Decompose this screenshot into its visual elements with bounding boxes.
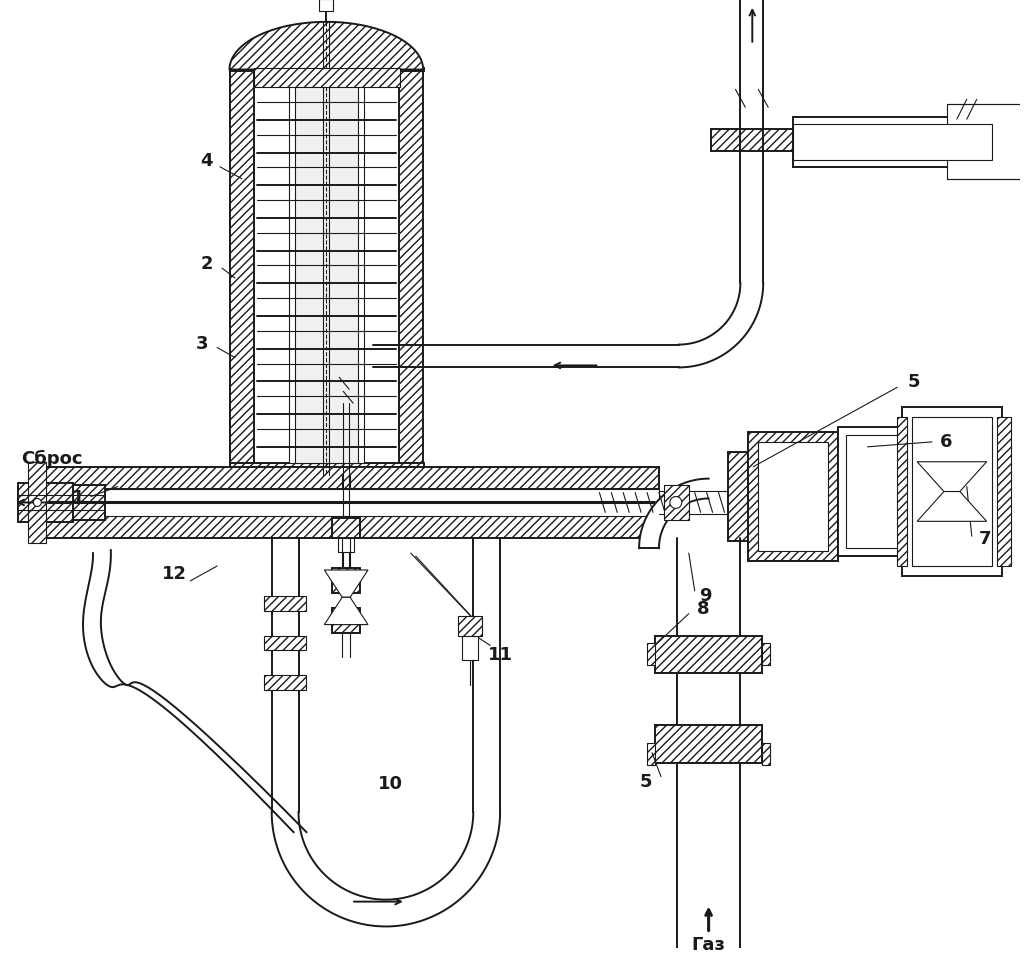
Bar bbox=[338, 539, 354, 552]
Text: 5: 5 bbox=[640, 774, 652, 792]
Bar bbox=[332, 568, 360, 593]
Bar bbox=[230, 463, 424, 486]
Text: 9: 9 bbox=[698, 586, 712, 605]
Bar bbox=[758, 442, 827, 551]
Bar bbox=[29, 462, 46, 543]
Text: 8: 8 bbox=[696, 600, 710, 618]
Bar bbox=[762, 644, 770, 666]
Bar bbox=[295, 70, 358, 463]
Polygon shape bbox=[918, 462, 987, 492]
Text: 1: 1 bbox=[72, 490, 84, 507]
Polygon shape bbox=[918, 492, 987, 521]
Polygon shape bbox=[325, 597, 368, 625]
Bar bbox=[264, 635, 306, 650]
Bar bbox=[793, 117, 991, 167]
Bar bbox=[254, 68, 399, 88]
Polygon shape bbox=[229, 22, 423, 70]
Text: 12: 12 bbox=[162, 565, 187, 583]
Bar bbox=[902, 407, 1001, 576]
Bar bbox=[398, 70, 423, 475]
Bar bbox=[43, 517, 659, 539]
Bar bbox=[66, 484, 104, 520]
Text: 10: 10 bbox=[378, 775, 403, 794]
Text: Газ: Газ bbox=[691, 936, 726, 954]
Bar bbox=[762, 743, 770, 765]
Bar bbox=[264, 596, 306, 610]
Polygon shape bbox=[325, 570, 368, 597]
Polygon shape bbox=[83, 550, 306, 832]
Bar bbox=[647, 743, 655, 765]
Bar bbox=[912, 417, 991, 566]
Bar bbox=[332, 519, 360, 539]
Text: Сброс: Сброс bbox=[22, 450, 83, 468]
Bar bbox=[43, 489, 659, 517]
Text: 2: 2 bbox=[201, 255, 213, 273]
Bar bbox=[264, 675, 306, 690]
Bar bbox=[230, 70, 254, 475]
Bar bbox=[463, 635, 478, 660]
Bar bbox=[655, 635, 762, 673]
Circle shape bbox=[34, 499, 41, 506]
Bar bbox=[728, 452, 749, 541]
Text: 11: 11 bbox=[487, 647, 513, 665]
Bar bbox=[459, 616, 482, 635]
Text: 6: 6 bbox=[940, 433, 952, 451]
Bar bbox=[846, 435, 899, 548]
Bar bbox=[897, 417, 907, 566]
Bar bbox=[838, 427, 907, 556]
Bar bbox=[655, 725, 762, 763]
Bar bbox=[664, 484, 689, 520]
Bar bbox=[18, 482, 73, 522]
Text: 4: 4 bbox=[200, 152, 212, 170]
Bar bbox=[711, 129, 793, 151]
Bar bbox=[647, 644, 655, 666]
Bar bbox=[749, 432, 838, 561]
Text: 3: 3 bbox=[196, 334, 209, 352]
Circle shape bbox=[670, 497, 682, 508]
Bar bbox=[289, 70, 365, 463]
Bar bbox=[793, 124, 991, 159]
Bar bbox=[43, 467, 659, 489]
Bar bbox=[996, 417, 1012, 566]
Bar bbox=[332, 607, 360, 632]
Bar bbox=[947, 104, 1024, 179]
Bar bbox=[230, 68, 424, 72]
Text: 7: 7 bbox=[979, 530, 991, 548]
Bar bbox=[319, 0, 333, 11]
Text: 5: 5 bbox=[907, 373, 920, 392]
